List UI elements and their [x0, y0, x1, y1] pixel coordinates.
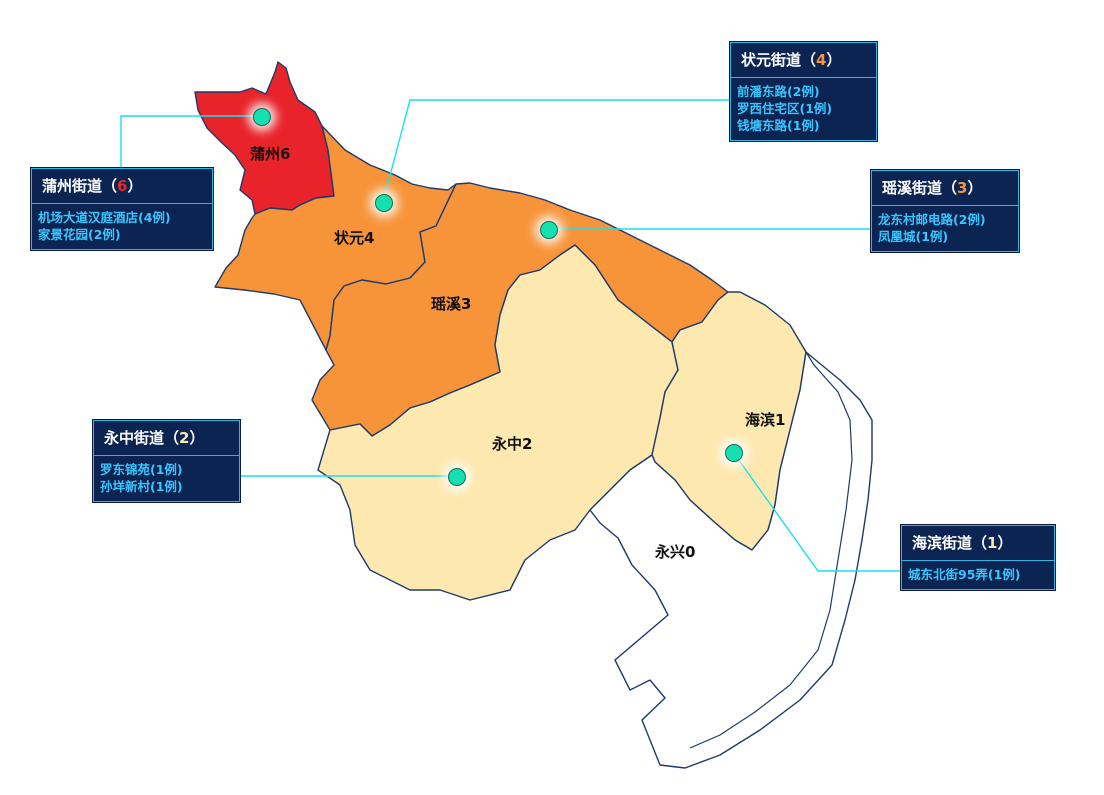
- district-yongzhong[interactable]: [317, 244, 679, 601]
- info-card-zhuangyuan: 状元街道（4） 前潘东路(2例) 罗西住宅区(1例) 钱塘东路(1例): [730, 42, 877, 141]
- connector-zhuangyuan: [382, 99, 730, 203]
- card-line: 罗东锦苑(1例): [100, 462, 183, 477]
- district-label-yongxing: 永兴0: [655, 543, 696, 561]
- card-line: 城东北街95弄(1例): [908, 567, 1021, 582]
- card-count: 1: [987, 534, 998, 552]
- card-line: 罗西住宅区(1例): [737, 101, 833, 116]
- card-line: 钱塘东路(1例): [737, 118, 820, 133]
- card-header: 瑶溪街道（3）: [872, 171, 1018, 206]
- district-label-puzhou: 蒲州6: [250, 145, 291, 163]
- card-header: 状元街道（4）: [731, 43, 876, 78]
- district-label-haibin: 海滨1: [745, 411, 786, 429]
- info-card-puzhou: 蒲州街道（6） 机场大道汉庭酒店(4例) 家景花园(2例): [31, 168, 213, 250]
- card-line: 孙垟新村(1例): [100, 479, 183, 494]
- card-header: 永中街道（2）: [94, 421, 239, 456]
- connector-haibin: [732, 451, 901, 572]
- card-count: 4: [816, 51, 827, 69]
- card-line: 机场大道汉庭酒店(4例): [38, 210, 171, 225]
- district-label-zhuangyuan: 状元4: [334, 229, 375, 247]
- card-line: 龙东村邮电路(2例): [878, 212, 986, 227]
- card-count: 3: [957, 179, 968, 197]
- district-puzhou[interactable]: [194, 61, 335, 215]
- card-header: 蒲州街道（6）: [32, 169, 212, 204]
- card-title: 状元街道: [741, 51, 802, 69]
- card-count: 6: [117, 177, 128, 195]
- coastline: [689, 351, 853, 749]
- connector-puzhou: [120, 115, 261, 168]
- card-title: 海滨街道: [912, 534, 973, 552]
- info-card-yongzhong: 永中街道（2） 罗东锦苑(1例) 孙垟新村(1例): [93, 420, 240, 502]
- info-card-yaoxi: 瑶溪街道（3） 龙东村邮电路(2例) 凤凰城(1例): [871, 170, 1019, 252]
- card-line: 前潘东路(2例): [737, 84, 820, 99]
- card-title: 永中街道: [104, 429, 165, 447]
- district-label-yongzhong: 永中2: [492, 435, 533, 453]
- card-line: 家景花园(2例): [38, 227, 121, 242]
- marker-puzhou[interactable]: [253, 108, 271, 126]
- district-yongxing[interactable]: [589, 351, 873, 769]
- marker-haibin[interactable]: [725, 444, 743, 462]
- marker-zhuangyuan[interactable]: [375, 194, 393, 212]
- card-count: 2: [179, 429, 190, 447]
- card-title: 蒲州街道: [42, 177, 103, 195]
- marker-yaoxi[interactable]: [540, 221, 558, 239]
- marker-yongzhong[interactable]: [448, 468, 466, 486]
- card-title: 瑶溪街道: [882, 179, 943, 197]
- info-card-haibin: 海滨街道（1） 城东北街95弄(1例): [901, 525, 1055, 590]
- card-header: 海滨街道（1）: [902, 526, 1054, 561]
- card-line: 凤凰城(1例): [878, 229, 949, 244]
- district-label-yaoxi: 瑶溪3: [431, 295, 472, 313]
